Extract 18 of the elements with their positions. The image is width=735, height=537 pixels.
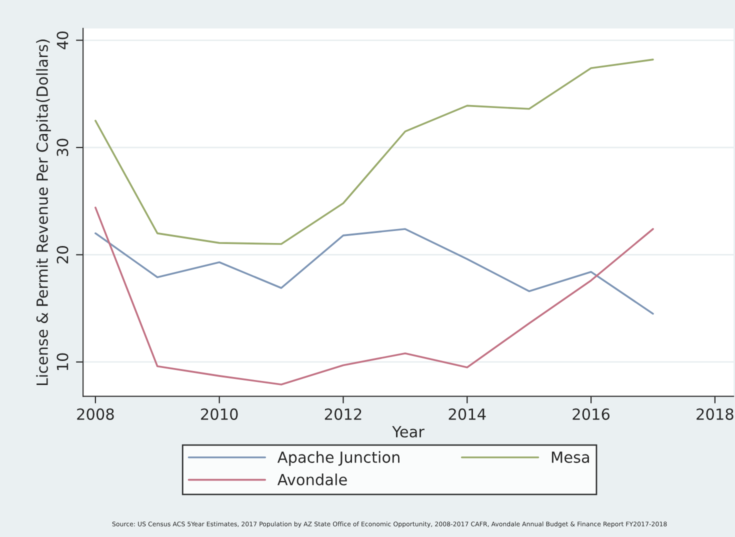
y-tick-label: 20 (56, 246, 68, 264)
legend-label: Apache Junction (277, 451, 400, 466)
y-tick-label: 30 (56, 138, 68, 156)
x-axis-title: Year (392, 426, 424, 438)
x-tick-label: 2012 (324, 408, 362, 420)
line-series (94, 206, 654, 386)
y-tick-label: 40 (56, 32, 68, 50)
x-tick-label: 2010 (201, 408, 238, 420)
y-tick-label: 10 (56, 353, 68, 370)
x-tick-label: 2014 (448, 408, 486, 420)
legend-label: Mesa (552, 452, 589, 463)
x-tick-label: 2008 (77, 408, 114, 420)
x-tick-label: 2018 (696, 408, 734, 420)
line-series (94, 228, 654, 315)
x-tick-label: 2016 (572, 408, 610, 420)
legend-label: Avondale (277, 474, 347, 486)
y-axis-title: License & Permit Revenue Per Capita(Dollars) (36, 40, 51, 386)
line-series (94, 58, 654, 245)
